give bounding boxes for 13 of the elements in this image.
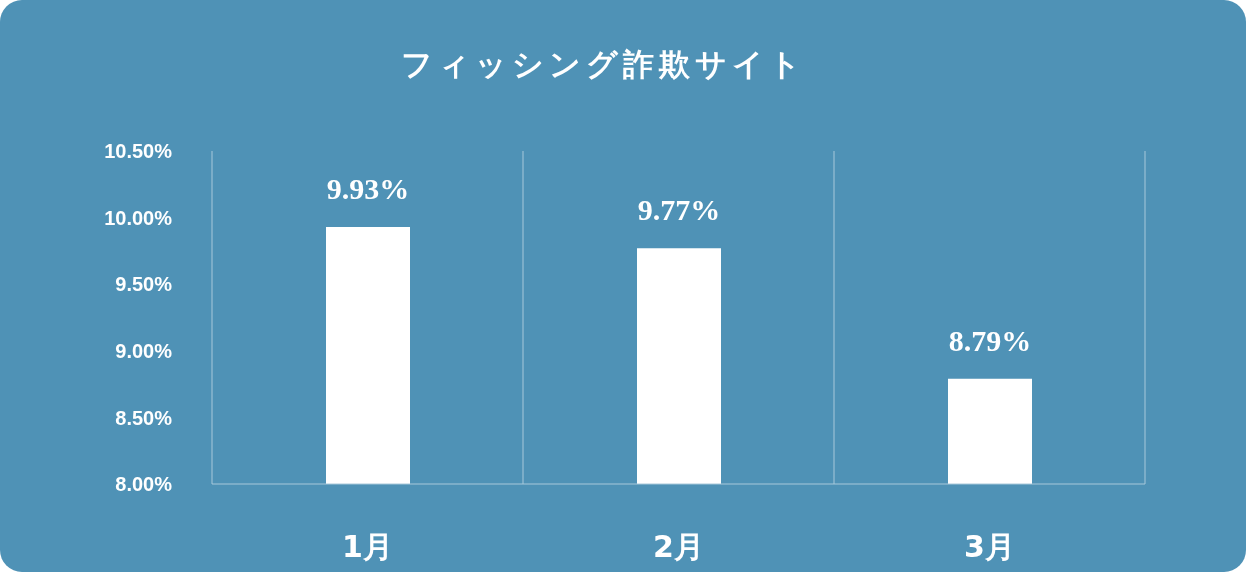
y-tick-label: 9.00% (115, 339, 173, 362)
chart-title: フィッシング詐欺サイト (399, 45, 807, 84)
x-tick-label: 2月 (653, 529, 704, 565)
y-tick-label: 8.00% (115, 473, 173, 496)
data-label: 8.79% (948, 323, 1032, 357)
x-tick-label: 1月 (342, 529, 393, 565)
y-tick-label: 9.50% (115, 273, 173, 296)
data-label: 9.77% (637, 193, 721, 227)
y-tick-label: 8.50% (115, 406, 173, 429)
data-label: 9.93% (326, 171, 410, 205)
x-tick-label: 3月 (964, 529, 1015, 565)
y-tick-label: 10.50% (104, 140, 173, 163)
y-tick-label: 10.00% (104, 206, 173, 229)
